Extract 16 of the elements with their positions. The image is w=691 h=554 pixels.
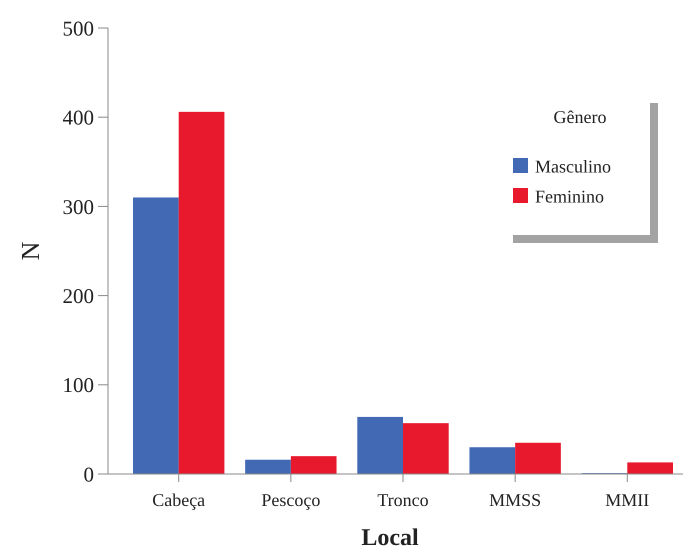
x-tick-label: Tronco <box>377 490 429 510</box>
x-tick-label: Pescoço <box>261 490 320 510</box>
legend-label: Feminino <box>535 186 604 206</box>
y-tick-label: 400 <box>62 106 94 130</box>
y-tick-label: 0 <box>84 462 94 486</box>
legend-label: Masculino <box>535 156 611 176</box>
x-tick-label: MMII <box>605 490 650 510</box>
x-tick-label: MMSS <box>489 490 542 510</box>
x-axis-title: Local <box>361 525 419 551</box>
x-tick-label: Cabeça <box>152 490 206 510</box>
y-tick-label: 500 <box>62 16 94 40</box>
legend-title: Gênero <box>554 107 606 127</box>
y-axis-title: N <box>16 241 46 260</box>
y-tick-label: 100 <box>62 373 94 398</box>
y-tick-label: 300 <box>62 194 94 219</box>
y-tick-label: 200 <box>62 284 94 308</box>
